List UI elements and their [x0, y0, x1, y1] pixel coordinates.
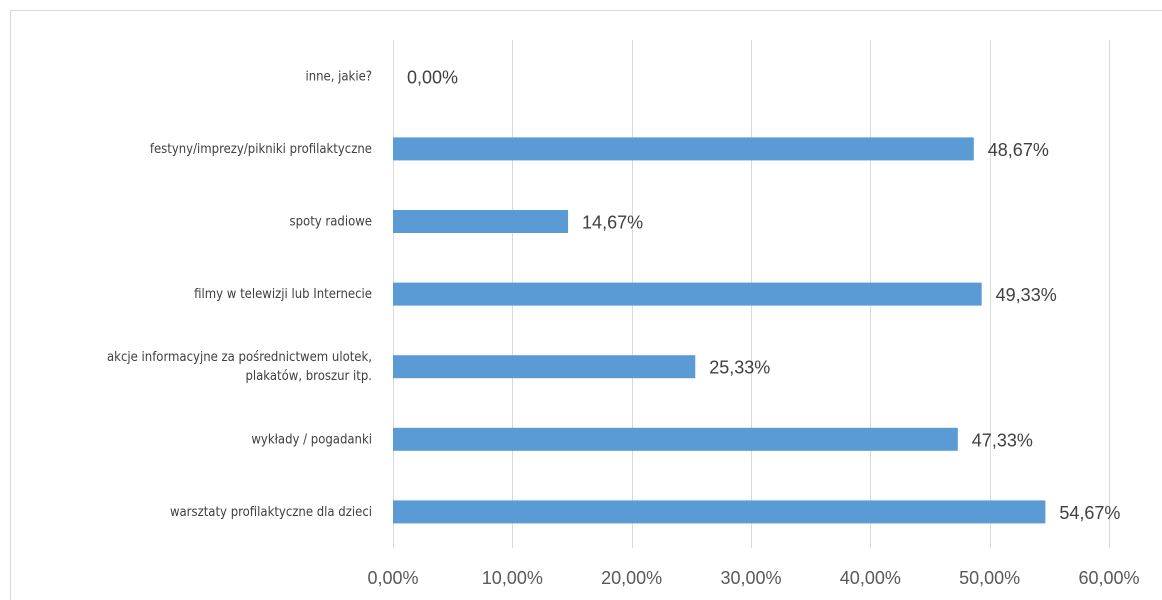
category-label-2: spoty radiowe [290, 215, 372, 230]
x-tick-label-0: 0,00% [367, 568, 418, 588]
category-label-3: filmy w telewizji lub Internecie [194, 287, 372, 302]
category-label-1: festyny/imprezy/pikniki profilaktyczne [150, 142, 372, 157]
data-label-5: 47,33% [972, 430, 1033, 450]
data-label-6: 54,67% [1059, 503, 1120, 523]
category-label-5: wykłady / pogadanki [251, 432, 372, 447]
data-label-1: 48,67% [988, 140, 1049, 160]
x-tick-label-5: 50,00% [959, 568, 1020, 588]
data-label-2: 14,67% [582, 213, 643, 233]
bar-5 [393, 427, 958, 451]
data-label-0: 0,00% [407, 67, 458, 87]
data-label-3: 49,33% [996, 285, 1057, 305]
category-label-0: inne, jakie? [305, 69, 372, 84]
bar-6 [393, 500, 1046, 524]
bar-2 [393, 210, 569, 233]
x-tick-label-6: 60,00% [1078, 568, 1139, 588]
bar-4 [393, 355, 696, 379]
x-tick-label-1: 10,00% [482, 568, 543, 588]
bar-1 [393, 137, 974, 161]
x-tick-label-3: 30,00% [720, 568, 781, 588]
bar-3 [393, 282, 982, 306]
x-tick-label-4: 40,00% [840, 568, 901, 588]
x-tick-label-2: 20,00% [601, 568, 662, 588]
data-label-4: 25,33% [709, 358, 770, 378]
category-label-4-line-1: plakatów, broszur itp. [245, 369, 372, 384]
category-label-4-line-0: akcje informacyjne za pośrednictwem ulot… [107, 350, 372, 365]
category-label-6: warsztaty profilaktyczne dla dzieci [170, 505, 372, 520]
